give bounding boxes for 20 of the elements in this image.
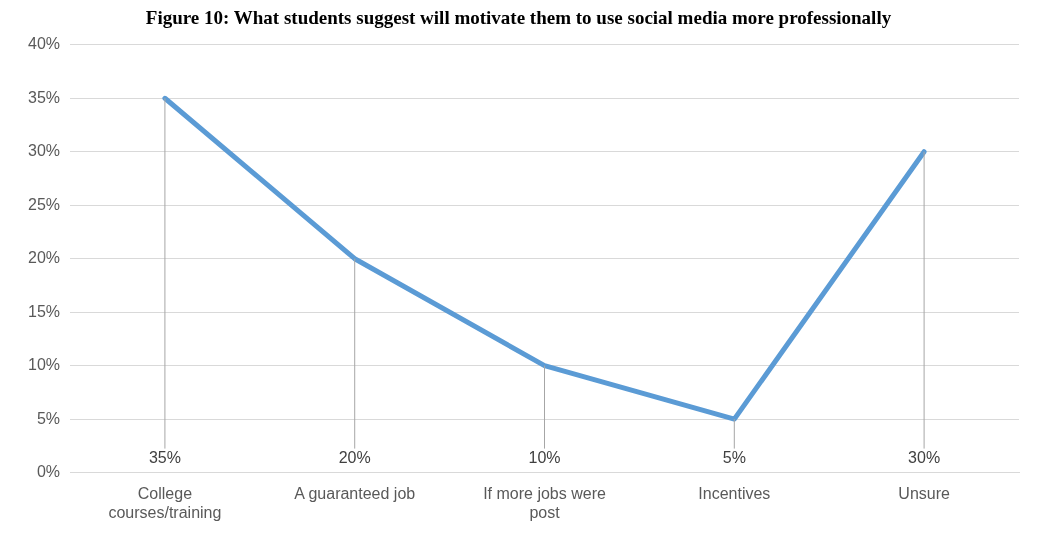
y-tick-label: 40%	[27, 35, 61, 53]
y-tick-label: 25%	[27, 195, 61, 213]
y-tick-label: 0%	[36, 463, 61, 481]
data-label: 10%	[528, 449, 561, 467]
data-label: 30%	[908, 449, 941, 467]
x-tick-label: Incentives	[698, 484, 771, 502]
y-tick-label: 30%	[27, 142, 61, 160]
y-tick-label: 35%	[27, 88, 61, 106]
y-tick-label: 5%	[36, 409, 61, 427]
y-tick-label: 15%	[27, 302, 61, 320]
y-tick-label: 20%	[27, 249, 61, 267]
chart-title: Figure 10: What students suggest will motivate them to use social media more professionally	[145, 7, 892, 29]
data-label: 20%	[338, 449, 371, 467]
data-label: 35%	[148, 449, 181, 467]
x-tick-label: Unsure	[898, 484, 950, 502]
x-tick-label: College courses/training	[108, 484, 222, 521]
y-tick-label: 10%	[27, 356, 61, 374]
x-tick-label: If more jobs were post	[483, 484, 606, 521]
x-tick-label: A guaranteed job	[294, 484, 416, 502]
data-label: 5%	[722, 449, 746, 467]
